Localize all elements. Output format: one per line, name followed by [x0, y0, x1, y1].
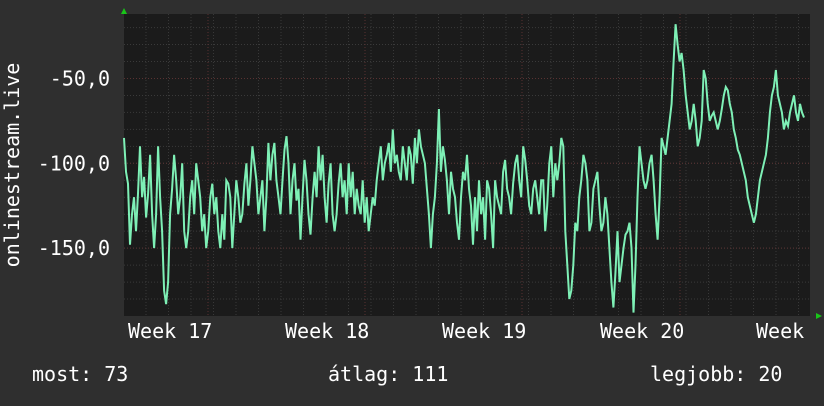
- stat-best: legjobb: 20: [650, 362, 783, 386]
- stat-current: most: 73: [32, 362, 129, 386]
- y-tick-label: -150,0: [38, 236, 110, 260]
- x-axis-ticks: Week 17 Week 18 Week 19 Week 20 Week: [128, 14, 804, 343]
- stat-average: átlag: 111: [328, 362, 449, 386]
- y-tick-label: -100,0: [38, 151, 110, 175]
- y-tick-label: -50,0: [50, 66, 110, 90]
- x-tick-label: Week 19: [442, 319, 526, 343]
- y-axis-arrow: [121, 8, 127, 14]
- y-axis-label: onlinestream.live: [0, 63, 24, 268]
- x-tick-label: Week 20: [600, 319, 684, 343]
- x-tick-label: Week 17: [128, 319, 212, 343]
- x-axis-arrow: [816, 313, 822, 319]
- axis-arrows: [121, 8, 822, 319]
- y-axis-ticks: -50,0 -100,0 -150,0: [38, 66, 810, 260]
- series-line: [123, 24, 805, 313]
- x-tick-label: Week: [756, 319, 804, 343]
- x-tick-label: Week 18: [285, 319, 369, 343]
